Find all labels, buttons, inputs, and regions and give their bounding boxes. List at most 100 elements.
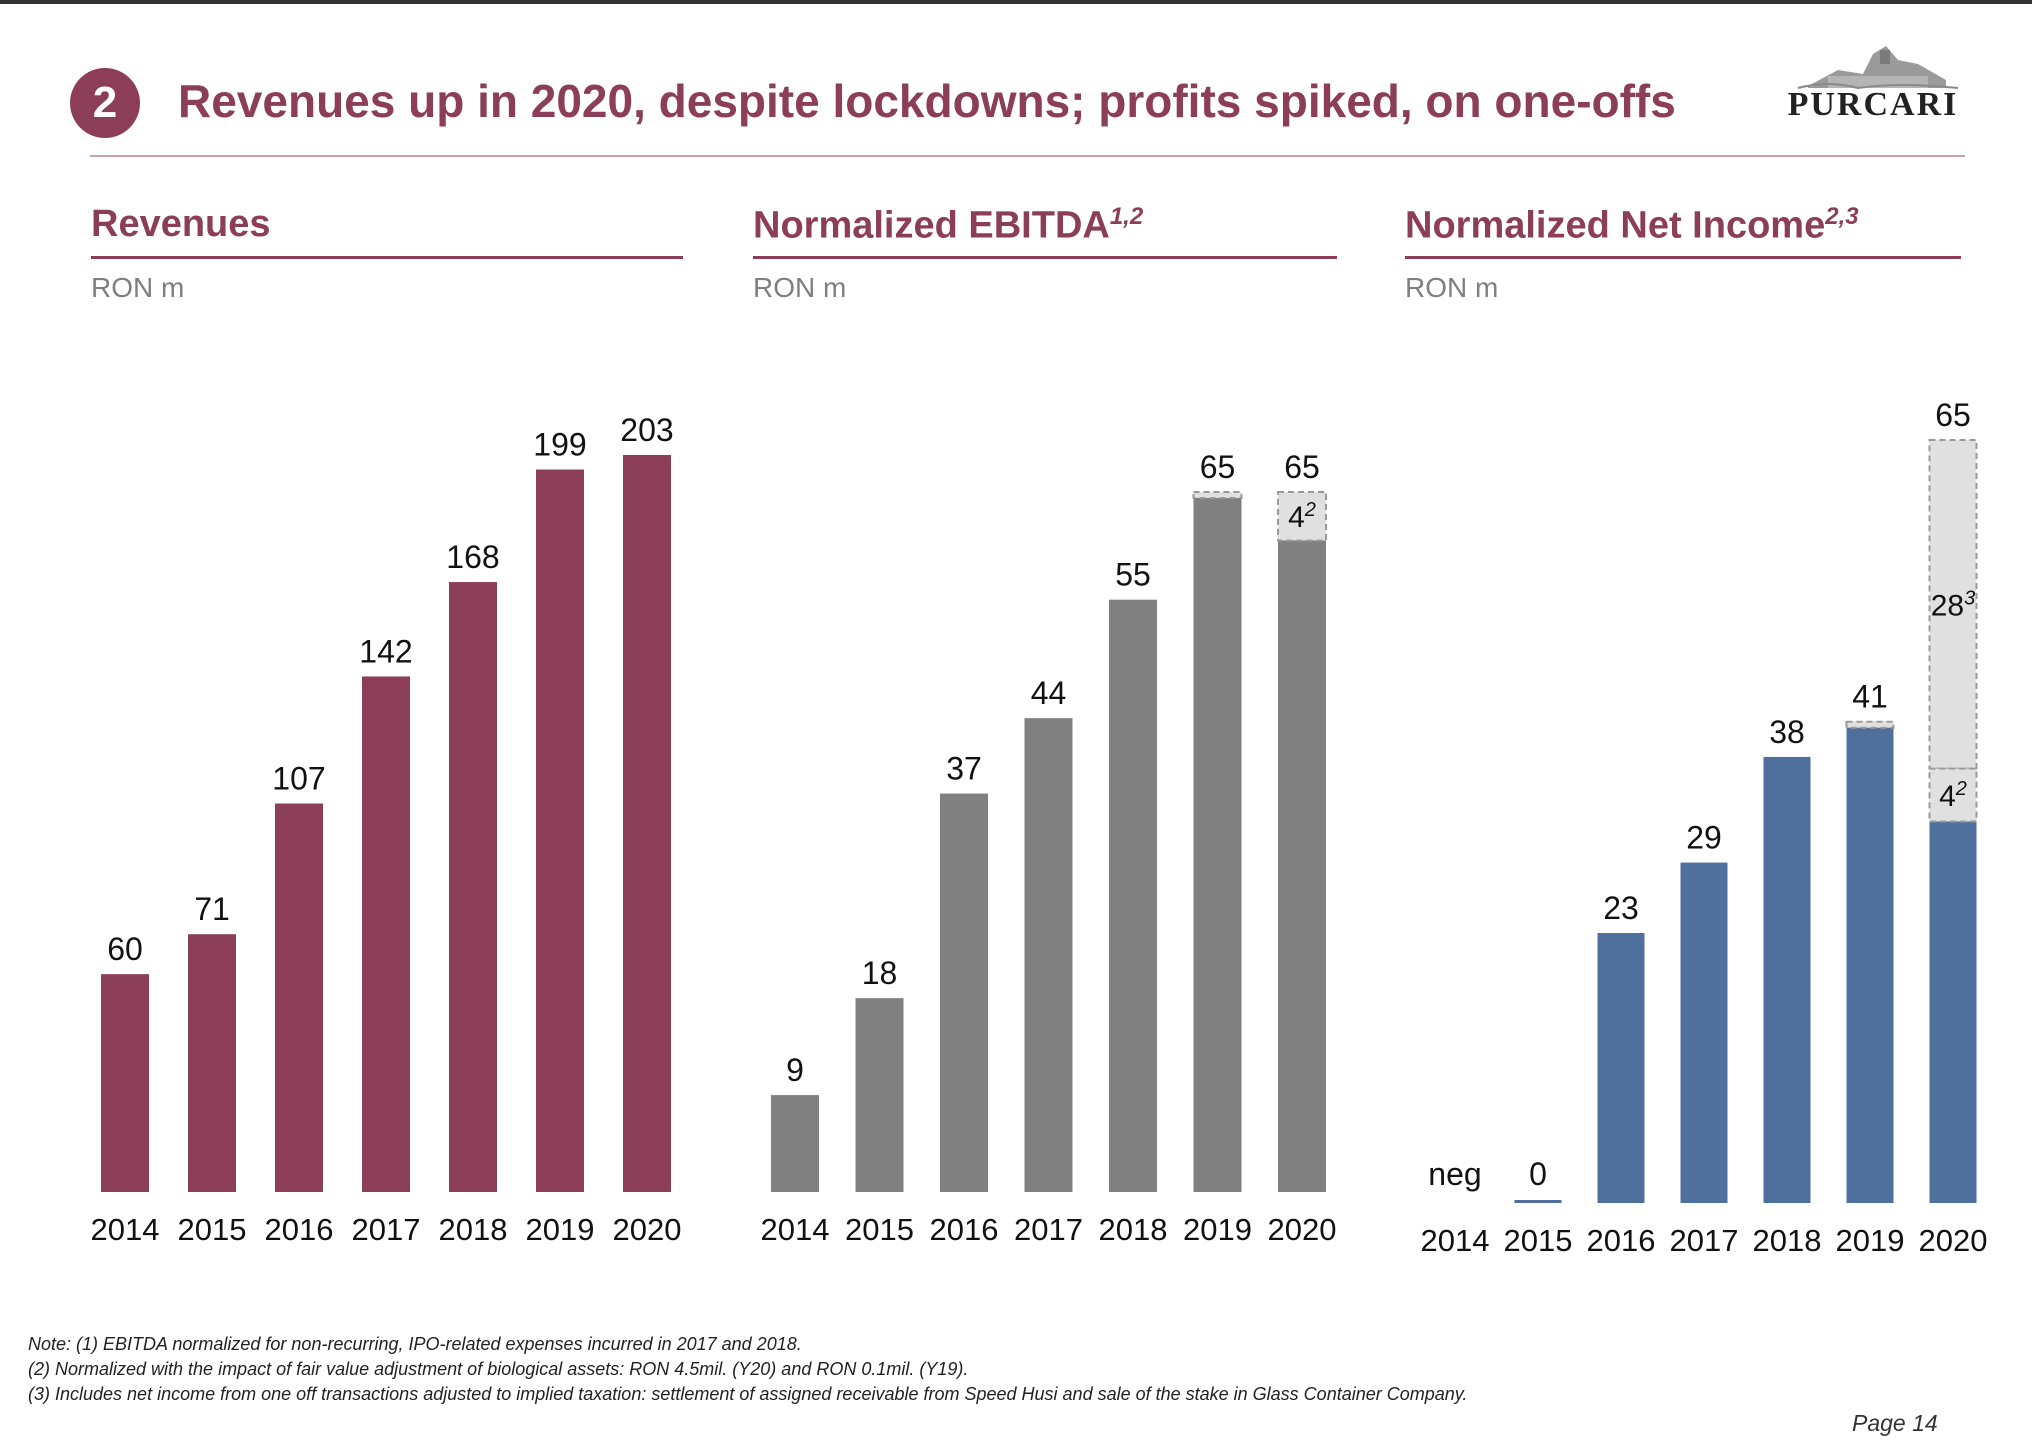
adjustment-label-2020-1-footnote: 3 bbox=[1964, 587, 1975, 609]
bar-2017 bbox=[1024, 718, 1073, 1192]
net-income-title: Normalized Net Income2,3 bbox=[1405, 203, 1859, 248]
x-tick-2017: 2017 bbox=[1014, 1212, 1083, 1247]
footnotes: Note: (1) EBITDA normalized for non-recu… bbox=[28, 1332, 1467, 1407]
footnote-2: (2) Normalized with the impact of fair v… bbox=[28, 1359, 969, 1379]
value-label-2017: 142 bbox=[359, 633, 412, 669]
adjustment-label-2020-0: 42 bbox=[1939, 778, 1967, 813]
adjustment-2020-0 bbox=[1277, 491, 1327, 542]
bar-2018 bbox=[1109, 599, 1157, 1192]
value-label-2016: 23 bbox=[1603, 890, 1639, 926]
net-income-title-footnote: 2,3 bbox=[1825, 203, 1859, 230]
adjustment-label-2020-0-footnote: 2 bbox=[1304, 499, 1316, 521]
bar-2019 bbox=[1846, 721, 1894, 1203]
ebitda-rule bbox=[753, 256, 1337, 259]
revenues-unit: RON m bbox=[91, 272, 185, 303]
title-divider bbox=[90, 155, 1965, 157]
bar-2017 bbox=[1680, 862, 1728, 1203]
adjustment-2020-1 bbox=[1928, 439, 1978, 770]
bar-2015 bbox=[1514, 1200, 1562, 1203]
adjustment-2019-0 bbox=[1845, 720, 1895, 729]
net-income-title-text: Normalized Net Income bbox=[1405, 204, 1826, 247]
adjustment-label-2020-0: 42 bbox=[1288, 499, 1316, 534]
ebitda-unit: RON m bbox=[753, 272, 847, 303]
x-tick-2014: 2014 bbox=[761, 1212, 830, 1247]
x-tick-2016: 2016 bbox=[930, 1212, 999, 1247]
x-tick-2018: 2018 bbox=[1099, 1212, 1168, 1247]
value-label-2019: 199 bbox=[533, 427, 586, 463]
ebitda-chart: 9 2014 18 2015 37 2016 44 2017 55 2018 65 2019 42 65 2… bbox=[761, 449, 1337, 1247]
value-label-2020: 203 bbox=[620, 412, 673, 448]
bar-2018 bbox=[1763, 756, 1811, 1203]
value-label-2014: 9 bbox=[786, 1052, 804, 1088]
value-label-2017: 29 bbox=[1686, 820, 1722, 856]
value-label-2018: 38 bbox=[1769, 714, 1805, 750]
x-tick-2019: 2019 bbox=[526, 1212, 595, 1247]
winery-logo-icon bbox=[1797, 46, 1959, 90]
x-tick-2019: 2019 bbox=[1183, 1212, 1252, 1247]
ebitda-title-footnote: 1,2 bbox=[1109, 203, 1144, 230]
x-tick-2015: 2015 bbox=[1504, 1223, 1573, 1258]
top-border bbox=[0, 0, 2032, 4]
value-label-2016: 107 bbox=[272, 761, 325, 797]
ebitda-title: Normalized EBITDA1,2 bbox=[753, 203, 1143, 248]
adjustment-label-2020-0-footnote: 2 bbox=[1955, 778, 1967, 800]
x-tick-2020: 2020 bbox=[1919, 1223, 1988, 1258]
value-label-2018: 168 bbox=[446, 539, 499, 575]
value-label-2015: 71 bbox=[194, 891, 230, 927]
bar-2015 bbox=[188, 934, 236, 1192]
bar-2016 bbox=[1597, 933, 1645, 1203]
adjustment-2020-0 bbox=[1928, 767, 1978, 823]
value-label-2020: 65 bbox=[1284, 449, 1320, 485]
x-tick-2015: 2015 bbox=[845, 1212, 914, 1247]
bar-2014 bbox=[101, 974, 149, 1192]
bar-2016 bbox=[940, 793, 988, 1192]
slide-title: Revenues up in 2020, despite lockdowns; … bbox=[178, 75, 1676, 127]
value-label-2014: neg bbox=[1428, 1156, 1481, 1192]
net-income-rule bbox=[1405, 256, 1961, 259]
brand-logo-text: PURCARI bbox=[1787, 86, 1959, 123]
bar-2015 bbox=[855, 998, 904, 1192]
x-tick-2014: 2014 bbox=[1421, 1223, 1490, 1258]
x-tick-2016: 2016 bbox=[265, 1212, 334, 1247]
value-label-2015: 18 bbox=[862, 955, 898, 991]
ebitda-title-text: Normalized EBITDA bbox=[753, 204, 1110, 247]
value-label-2019: 41 bbox=[1852, 679, 1888, 715]
bar-2017 bbox=[362, 676, 410, 1192]
value-label-2016: 37 bbox=[946, 751, 982, 787]
footnote-1: Note: (1) EBITDA normalized for non-recu… bbox=[28, 1334, 802, 1354]
x-tick-2017: 2017 bbox=[352, 1212, 421, 1247]
bar-2016 bbox=[275, 803, 323, 1192]
adjustment-label-2020-1: 283 bbox=[1931, 587, 1976, 622]
x-tick-2018: 2018 bbox=[1753, 1223, 1822, 1258]
bar-2020 bbox=[1278, 492, 1326, 1192]
bar-2018 bbox=[449, 582, 497, 1192]
x-tick-2016: 2016 bbox=[1587, 1223, 1656, 1258]
value-label-2020: 65 bbox=[1935, 397, 1971, 433]
value-label-2014: 60 bbox=[107, 931, 143, 967]
revenues-chart: 60 2014 71 2015 107 2016 142 2017 168 2018 199 2019… bbox=[91, 412, 682, 1247]
bar-2014 bbox=[771, 1095, 819, 1192]
value-label-2017: 44 bbox=[1031, 675, 1067, 711]
revenues-title: Revenues bbox=[91, 203, 271, 245]
adjustment-label-2020-0-value: 4 bbox=[1288, 501, 1305, 534]
revenues-rule bbox=[91, 256, 683, 259]
net-income-chart: neg2014020152320162920173820184120192834… bbox=[1421, 397, 1988, 1258]
x-tick-2015: 2015 bbox=[178, 1212, 247, 1247]
value-label-2018: 55 bbox=[1115, 557, 1151, 593]
x-tick-2018: 2018 bbox=[439, 1212, 508, 1247]
bar-2019 bbox=[1193, 492, 1242, 1192]
section-number-badge: 2 bbox=[70, 68, 140, 138]
value-label-2019: 65 bbox=[1200, 449, 1236, 485]
x-tick-2017: 2017 bbox=[1670, 1223, 1739, 1258]
adjustment-label-2020-1-value: 28 bbox=[1931, 589, 1964, 622]
net-income-unit: RON m bbox=[1405, 272, 1499, 303]
x-tick-2014: 2014 bbox=[91, 1212, 160, 1247]
bar-2020 bbox=[623, 455, 671, 1192]
adjustment-label-2020-0-value: 4 bbox=[1939, 780, 1956, 813]
value-label-2015: 0 bbox=[1529, 1156, 1547, 1192]
x-tick-2019: 2019 bbox=[1836, 1223, 1905, 1258]
bar-2019 bbox=[536, 469, 584, 1192]
x-tick-2020: 2020 bbox=[1268, 1212, 1337, 1247]
page-number: Page 14 bbox=[1852, 1410, 1938, 1436]
x-tick-2020: 2020 bbox=[613, 1212, 682, 1247]
